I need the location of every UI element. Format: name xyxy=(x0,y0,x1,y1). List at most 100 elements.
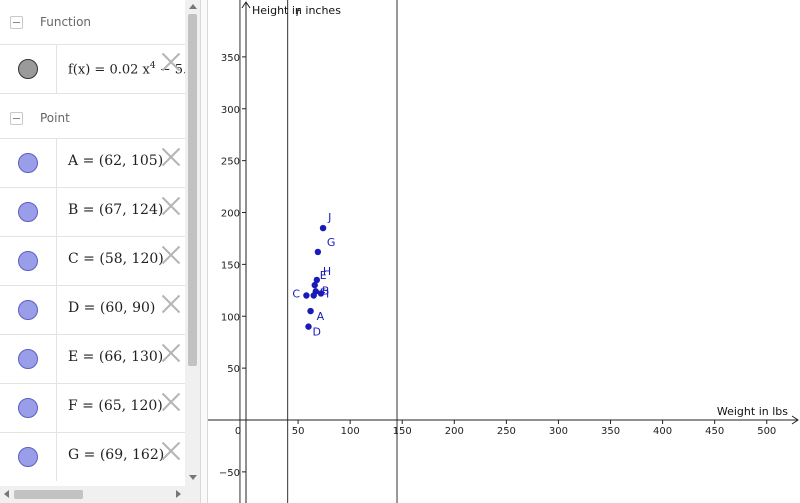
visibility-toggle-icon[interactable] xyxy=(18,447,38,467)
group-label: Function xyxy=(40,15,92,29)
x-axis-title: Weight in lbs xyxy=(717,405,788,418)
point-label-g: G xyxy=(327,236,336,249)
y-tick-label: 350 xyxy=(221,53,240,64)
point-label-b: B xyxy=(322,284,330,297)
x-tick-label: 250 xyxy=(497,426,516,437)
y-tick-label: 50 xyxy=(227,364,240,375)
point-row-a[interactable]: A = (62, 105) xyxy=(0,138,185,187)
point-h xyxy=(313,276,321,284)
collapse-toggle-icon[interactable] xyxy=(10,112,23,125)
delete-icon[interactable] xyxy=(161,392,181,412)
view-splitter[interactable] xyxy=(200,0,208,503)
delete-icon[interactable] xyxy=(161,196,181,216)
visibility-cell[interactable] xyxy=(0,188,57,236)
x-tick-label: 300 xyxy=(549,426,568,437)
x-tick-label: 350 xyxy=(601,426,620,437)
scroll-thumb[interactable] xyxy=(14,490,83,499)
group-label: Point xyxy=(40,111,70,125)
visibility-toggle-icon[interactable] xyxy=(18,398,38,418)
point-label-j: J xyxy=(327,211,331,224)
point-expression[interactable]: F = (65, 120) xyxy=(68,398,163,414)
graphics-view[interactable]: 0 50 100 150 200 250 300 350 400 450 500 −50 50 100 15… xyxy=(208,0,800,503)
point-expression[interactable]: E = (66, 130) xyxy=(68,349,164,365)
point-expression[interactable]: C = (58, 120) xyxy=(68,251,164,267)
point-row-e[interactable]: E = (66, 130) xyxy=(0,334,185,383)
x-tick-label: 100 xyxy=(341,426,360,437)
visibility-cell[interactable] xyxy=(0,237,57,285)
delete-icon[interactable] xyxy=(161,294,181,314)
scroll-up-icon[interactable] xyxy=(189,4,197,9)
point-row-f[interactable]: F = (65, 120) xyxy=(0,383,185,432)
scroll-down-icon[interactable] xyxy=(189,475,197,480)
point-label-h: H xyxy=(323,265,331,278)
y-tick-label: 100 xyxy=(221,312,240,323)
visibility-toggle-icon[interactable] xyxy=(18,59,38,79)
point-label-e: E xyxy=(320,269,327,282)
visibility-cell[interactable] xyxy=(0,384,57,432)
point-label-c: C xyxy=(292,288,300,301)
delete-icon[interactable] xyxy=(161,343,181,363)
point-label-i: I xyxy=(326,287,329,300)
visibility-cell[interactable] xyxy=(0,433,57,481)
point-label-d: D xyxy=(312,326,320,339)
point-row-c[interactable]: C = (58, 120) xyxy=(0,236,185,285)
point-f xyxy=(310,292,317,299)
point-expression[interactable]: D = (60, 90) xyxy=(68,300,156,316)
graphics-canvas[interactable]: 0 50 100 150 200 250 300 350 400 450 500 −50 50 100 15… xyxy=(208,0,800,503)
visibility-toggle-icon[interactable] xyxy=(18,251,38,271)
x-tick-label: 200 xyxy=(445,426,464,437)
x-tick-label: 50 xyxy=(292,426,305,437)
scroll-right-icon[interactable] xyxy=(176,490,181,498)
y-tick-label: −50 xyxy=(219,468,240,479)
scroll-corner xyxy=(185,486,200,503)
group-header-point[interactable]: Point xyxy=(0,93,185,137)
x-tick-label: 400 xyxy=(653,426,672,437)
algebra-view: Function f(x) = 0.02 x4 − 5.8 Point A = … xyxy=(0,0,200,503)
function-row[interactable]: f(x) = 0.02 x4 − 5.8 xyxy=(0,44,185,93)
visibility-cell[interactable] xyxy=(0,45,57,93)
visibility-toggle-icon[interactable] xyxy=(18,202,38,222)
y-tick-label: 200 xyxy=(221,209,240,220)
y-tick-label: 150 xyxy=(221,260,240,271)
y-axis-arrow xyxy=(241,1,251,9)
y-tick-label: 250 xyxy=(221,157,240,168)
horizontal-scrollbar[interactable] xyxy=(0,486,185,503)
x-tick-label: 500 xyxy=(757,426,776,437)
scroll-thumb[interactable] xyxy=(188,14,197,366)
visibility-cell[interactable] xyxy=(0,139,57,187)
group-header-function[interactable]: Function xyxy=(0,0,185,44)
x-tick-label: 0 xyxy=(235,426,241,437)
y-tick-label: 300 xyxy=(221,105,240,116)
point-j xyxy=(319,224,327,232)
x-axis-arrow xyxy=(791,415,799,425)
point-row-d[interactable]: D = (60, 90) xyxy=(0,285,185,334)
delete-icon[interactable] xyxy=(161,245,181,265)
algebra-list: Function f(x) = 0.02 x4 − 5.8 Point A = … xyxy=(0,0,185,486)
visibility-toggle-icon[interactable] xyxy=(18,349,38,369)
point-row-b[interactable]: B = (67, 124) xyxy=(0,187,185,236)
point-a xyxy=(307,307,314,315)
vertical-scrollbar[interactable] xyxy=(185,0,200,486)
visibility-toggle-icon[interactable] xyxy=(18,300,38,320)
visibility-toggle-icon[interactable] xyxy=(18,153,38,173)
y-axis-title: Height in inches xyxy=(252,4,341,17)
point-row-g[interactable]: G = (69, 162) xyxy=(0,432,185,481)
delete-icon[interactable] xyxy=(161,52,181,72)
point-label-a: A xyxy=(317,310,325,323)
x-tick-label: 450 xyxy=(705,426,724,437)
delete-icon[interactable] xyxy=(161,147,181,167)
point-d xyxy=(305,323,312,330)
point-expression[interactable]: G = (69, 162) xyxy=(68,447,165,463)
point-i xyxy=(317,290,325,297)
scroll-left-icon[interactable] xyxy=(4,490,9,498)
point-g xyxy=(314,248,322,256)
point-expression[interactable]: A = (62, 105) xyxy=(68,153,164,169)
x-tick-label: 150 xyxy=(393,426,412,437)
collapse-toggle-icon[interactable] xyxy=(10,16,23,29)
delete-icon[interactable] xyxy=(161,441,181,461)
visibility-cell[interactable] xyxy=(0,335,57,383)
point-e xyxy=(311,281,318,289)
visibility-cell[interactable] xyxy=(0,286,57,334)
point-expression[interactable]: B = (67, 124) xyxy=(68,202,164,218)
point-c xyxy=(303,292,310,299)
